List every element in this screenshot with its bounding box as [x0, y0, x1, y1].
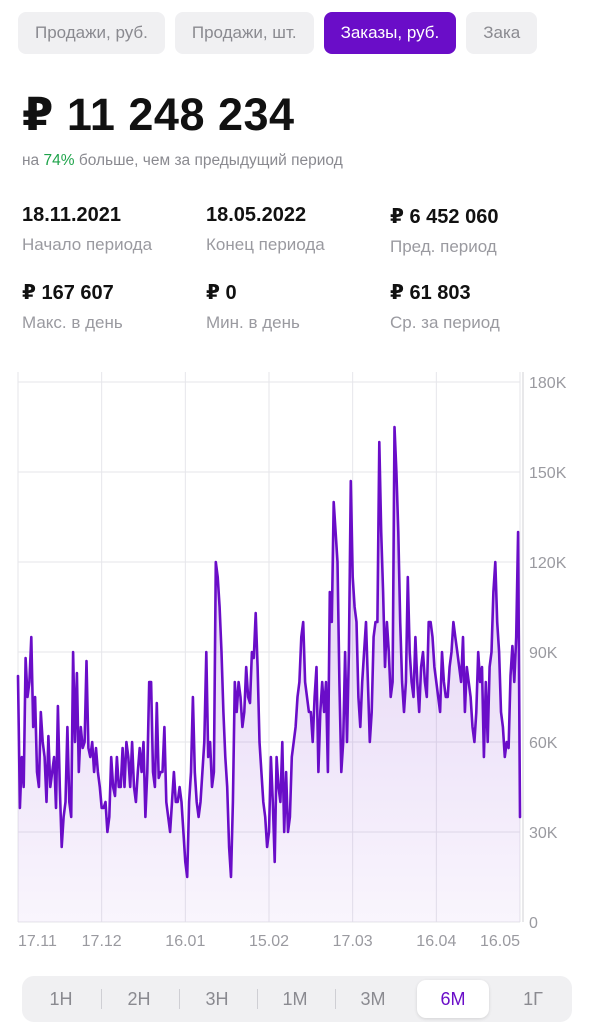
x-tick-label: 16.01 — [165, 933, 205, 950]
x-tick-label: 16.05 — [480, 933, 520, 950]
stat-value: ₽ 61 803 — [390, 282, 471, 304]
y-tick-label: 120K — [529, 555, 567, 572]
stat-label: Ср. за период — [390, 313, 500, 332]
stat-label: Макс. в день — [22, 313, 123, 332]
period-3w-button[interactable]: 3Н — [205, 989, 229, 1009]
total-amount: ₽ 11 248 234 — [22, 89, 295, 140]
stat-label: Конец периода — [206, 235, 325, 254]
period-selector: 1Н 2Н 3Н 1М 3М 6М 1Г — [22, 976, 572, 1022]
comparison-text: на 74% больше, чем за предыдущий период — [22, 152, 343, 170]
tab-sales-pcs[interactable]: Продажи, шт. — [174, 12, 314, 54]
period-1w-button[interactable]: 1Н — [49, 989, 73, 1009]
y-tick-label: 90K — [529, 645, 558, 662]
y-tick-label: 150K — [529, 465, 567, 482]
comparison-suffix: больше, чем за предыдущий период — [74, 152, 343, 169]
stat-value: ₽ 0 — [206, 282, 237, 304]
period-1y-button[interactable]: 1Г — [523, 989, 543, 1009]
x-tick-label: 16.04 — [416, 933, 456, 950]
stat-value: 18.05.2022 — [206, 204, 307, 226]
separator — [335, 989, 336, 1009]
x-tick-label: 17.11 — [18, 933, 57, 950]
period-6m-button[interactable]: 6М — [417, 980, 489, 1018]
stat-value: ₽ 167 607 — [22, 282, 114, 304]
tab-orders-more[interactable]: Зака — [466, 12, 538, 54]
stat-value: 18.11.2021 — [22, 204, 121, 226]
separator — [101, 989, 102, 1009]
orders-line-chart[interactable]: 0 30K 60K 90K 120K 150K 180K 17.11 17.12 16.01 15.… — [0, 366, 589, 966]
comparison-percent: 74% — [43, 152, 75, 169]
y-tick-label: 30K — [529, 825, 558, 842]
stat-previous-period: ₽ 6 452 060 Пред. период — [390, 204, 570, 257]
x-tick-label: 15.02 — [249, 933, 289, 950]
stat-label: Пред. период — [390, 237, 497, 256]
series-line — [16, 425, 522, 879]
x-tick-label: 17.12 — [82, 933, 122, 950]
stat-value: ₽ 6 452 060 — [390, 206, 499, 228]
metric-tabs: Продажи, руб. Продажи, шт. Заказы, руб. Зак… — [18, 12, 589, 56]
stat-label: Мин. в день — [206, 313, 300, 332]
comparison-prefix: на — [22, 152, 44, 169]
stat-label: Начало периода — [22, 235, 153, 254]
separator — [257, 989, 258, 1009]
stat-min-per-day: ₽ 0 Мин. в день — [206, 280, 386, 333]
tab-orders-rub[interactable]: Заказы, руб. — [323, 12, 457, 54]
period-2w-button[interactable]: 2Н — [127, 989, 151, 1009]
y-tick-label: 60K — [529, 735, 558, 752]
tab-sales-rub[interactable]: Продажи, руб. — [18, 12, 165, 54]
separator — [179, 989, 180, 1009]
period-1m-button[interactable]: 1М — [282, 989, 308, 1009]
stat-period-start: 18.11.2021 Начало периода — [22, 204, 202, 255]
stat-period-end: 18.05.2022 Конец периода — [206, 204, 386, 255]
period-3m-button[interactable]: 3М — [360, 989, 386, 1009]
x-tick-label: 17.03 — [333, 933, 373, 950]
stat-average: ₽ 61 803 Ср. за период — [390, 280, 570, 333]
stat-max-per-day: ₽ 167 607 Макс. в день — [22, 280, 202, 333]
y-tick-label: 0 — [529, 915, 538, 932]
y-tick-label: 180K — [529, 375, 567, 392]
